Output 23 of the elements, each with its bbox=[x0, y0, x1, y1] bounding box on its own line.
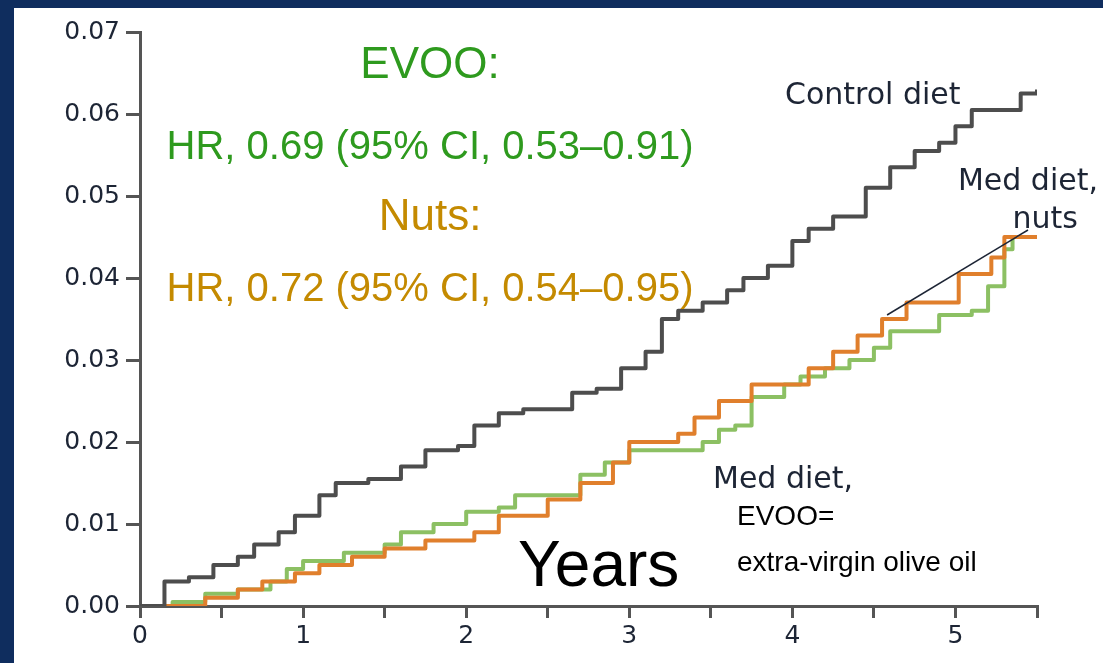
y-tick-label: 0.07 bbox=[64, 15, 120, 45]
annotation: HR, 0.69 (95% CI, 0.53–0.91) bbox=[166, 123, 694, 168]
series-label: Med diet, nuts bbox=[957, 161, 1098, 235]
y-tick-label: 0.05 bbox=[64, 179, 120, 209]
y-tick-label: 0.04 bbox=[64, 261, 120, 291]
annotation: EVOO= extra-virgin olive oil bbox=[737, 499, 977, 577]
x-tick-label: 2 bbox=[458, 619, 475, 649]
y-tick-label: 0.06 bbox=[64, 97, 120, 127]
y-tick-label: 0.03 bbox=[64, 343, 120, 373]
series-label: Med diet, bbox=[713, 459, 854, 495]
x-axis-title: Years bbox=[518, 527, 680, 600]
annotation: Nuts: bbox=[378, 190, 482, 240]
x-tick-label: 3 bbox=[621, 619, 638, 649]
x-tick-label: 4 bbox=[784, 619, 801, 649]
y-tick-label: 0.00 bbox=[64, 589, 120, 619]
x-tick-label: 1 bbox=[295, 619, 312, 649]
annotation: EVOO: bbox=[360, 38, 500, 88]
x-tick-label: 0 bbox=[132, 619, 148, 649]
y-tick-label: 0.02 bbox=[64, 425, 120, 455]
annotation: HR, 0.72 (95% CI, 0.54–0.95) bbox=[166, 265, 694, 310]
y-tick-label: 0.01 bbox=[64, 507, 120, 537]
x-tick-label: 5 bbox=[947, 619, 964, 649]
series-label: Control diet bbox=[785, 75, 961, 111]
